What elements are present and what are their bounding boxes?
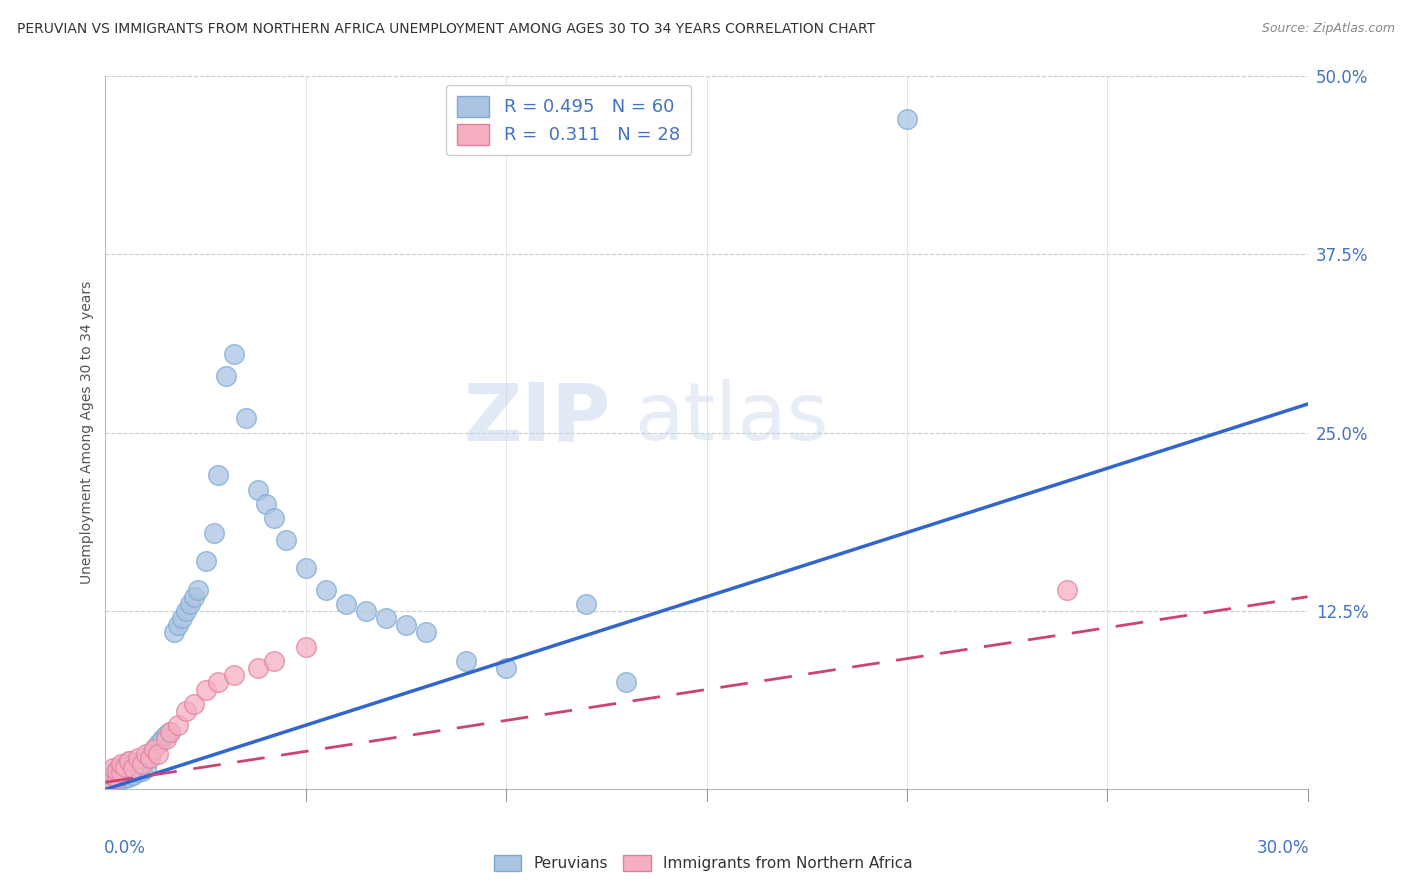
Point [162,625,184,640]
Point [155,732,177,747]
Point [110,759,132,773]
Point [1056,582,1078,597]
Point [131,754,153,768]
Point [415,625,437,640]
Point [202,525,225,540]
Point [118,763,141,777]
Point [127,756,149,771]
Text: ZIP: ZIP [463,379,610,458]
Point [194,682,217,697]
Text: PERUVIAN VS IMMIGRANTS FROM NORTHERN AFRICA UNEMPLOYMENT AMONG AGES 30 TO 34 YEA: PERUVIAN VS IMMIGRANTS FROM NORTHERN AFR… [17,22,875,37]
Point [395,618,418,632]
Point [616,675,638,690]
Point [166,618,188,632]
Point [183,590,205,604]
Point [110,772,132,787]
Point [179,597,201,611]
Point [103,775,125,789]
Point [159,725,181,739]
Point [274,533,297,547]
Point [354,604,377,618]
Point [114,756,136,771]
Point [114,771,136,785]
Point [135,747,157,761]
Point [98,771,121,785]
Point [183,697,205,711]
Point [138,747,160,761]
Point [127,751,149,765]
Point [575,597,598,611]
Point [896,112,918,126]
Point [135,751,157,765]
Point [98,777,121,791]
Point [207,675,229,690]
Point [107,764,129,778]
Point [135,761,157,775]
Point [122,759,145,773]
Point [170,611,193,625]
Text: atlas: atlas [634,379,828,458]
Point [114,764,136,778]
Point [103,765,125,780]
Point [127,765,149,780]
Point [103,768,125,782]
Point [103,770,125,784]
Point [142,742,165,756]
Point [110,766,132,780]
Point [194,554,217,568]
Point [122,761,145,775]
Point [246,661,269,675]
Point [131,764,153,778]
Point [263,654,285,668]
Text: 30.0%: 30.0% [1257,839,1309,857]
Point [222,347,245,361]
Point [107,768,129,782]
Point [207,468,229,483]
Point [214,368,236,383]
Point [131,756,153,771]
Point [122,768,145,782]
Point [263,511,285,525]
Point [103,761,125,775]
Y-axis label: Unemployment Among Ages 30 to 34 years: Unemployment Among Ages 30 to 34 years [80,281,94,584]
Point [107,773,129,788]
Point [118,770,141,784]
Point [118,754,141,768]
Point [315,582,337,597]
Point [146,737,169,751]
Point [110,765,132,780]
Legend: Peruvians, Immigrants from Northern Africa: Peruvians, Immigrants from Northern Afri… [488,849,918,877]
Point [159,725,181,739]
Point [174,704,197,718]
Point [118,754,141,768]
Point [166,718,188,732]
Point [295,640,318,654]
Point [335,597,357,611]
Point [246,483,269,497]
Point [110,756,132,771]
Point [254,497,277,511]
Point [235,411,257,425]
Point [138,751,160,765]
Point [98,773,121,788]
Text: 0.0%: 0.0% [104,839,146,857]
Point [187,582,209,597]
Point [150,732,173,747]
Point [174,604,197,618]
Point [454,654,477,668]
Point [107,771,129,785]
Point [295,561,318,575]
Point [222,668,245,682]
Text: Source: ZipAtlas.com: Source: ZipAtlas.com [1261,22,1395,36]
Point [107,761,129,775]
Legend: R = 0.495   N = 60, R =  0.311   N = 28: R = 0.495 N = 60, R = 0.311 N = 28 [446,85,690,155]
Point [155,728,177,742]
Point [146,747,169,761]
Point [142,742,165,756]
Point [495,661,517,675]
Point [114,759,136,773]
Point [374,611,398,625]
